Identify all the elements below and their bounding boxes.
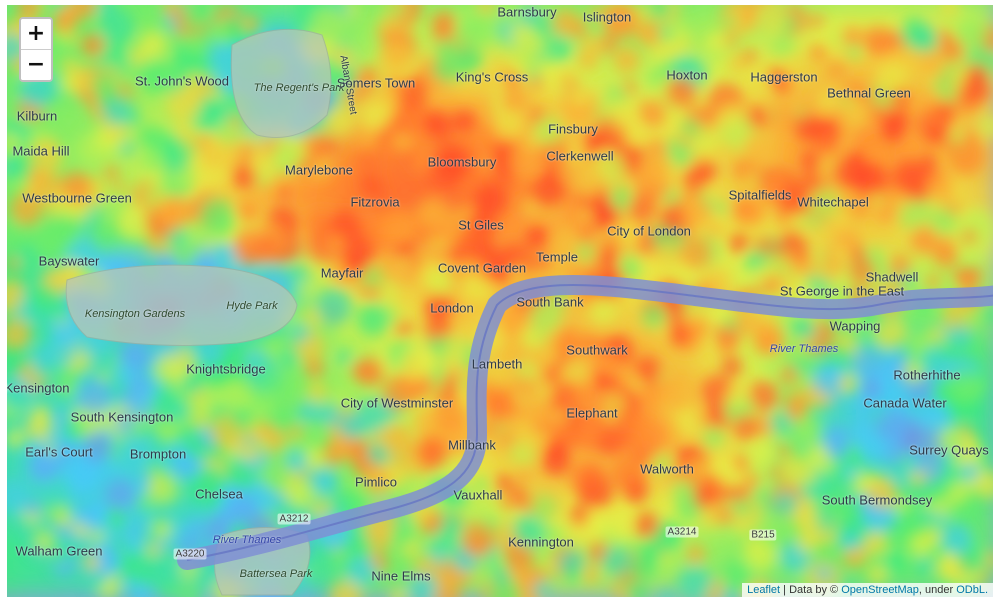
place-label: Whitechapel [797,194,869,210]
leaflet-link[interactable]: Leaflet [747,584,781,596]
place-label: Walham Green [15,543,103,559]
place-label: A3220 [173,548,207,560]
odbl-link[interactable]: ODbL. [956,584,988,596]
place-label: Chelsea [195,486,243,502]
place-label: Maida Hill [12,143,70,159]
place-label: Brompton [129,446,187,462]
place-label: Knightsbridge [186,361,266,377]
place-label: Kensington Gardens [84,308,186,320]
place-label: Hoxton [666,67,708,83]
place-label: River Thames [212,534,282,546]
osm-link[interactable]: OpenStreetMap [841,584,919,596]
place-label: Elephant [566,405,618,421]
place-label: St. John's Wood [134,73,230,89]
place-label: Clerkenwell [546,148,614,164]
attribution-data-by: Data by © [789,584,842,596]
place-label: South Bermondsey [821,492,933,508]
hyde-park [65,264,298,346]
place-label: Wapping [829,318,881,334]
place-label: Kensington [7,380,70,396]
place-label: South Kensington [70,409,174,425]
place-label: B215 [749,529,777,541]
regents-park [230,28,332,138]
place-label: Bloomsbury [427,154,497,170]
place-label: Bayswater [38,253,100,269]
place-label: Millbank [448,437,496,453]
place-label: Nine Elms [371,568,431,584]
place-label: Kilburn [16,108,58,124]
place-label: Hyde Park [226,300,278,312]
place-label: Kennington [508,534,574,550]
place-label: Walworth [640,461,694,477]
place-label: Barnsbury [497,5,557,20]
heatmap-layer [7,5,993,597]
place-label: Southwark [566,342,628,358]
place-label: Marylebone [285,162,353,178]
place-label: Finsbury [548,121,598,137]
place-label: City of London [607,223,691,239]
place-label: River Thames [769,343,839,355]
place-label: Westbourne Green [22,190,132,206]
place-label: London [430,300,474,316]
map-view[interactable]: Barnsbury Islington St. John's Wood The Reg… [7,5,993,597]
place-label: Lambeth [471,356,523,372]
place-label: Covent Garden [437,260,527,276]
place-label: Temple [536,249,578,265]
place-label: Vauxhall [453,487,503,503]
place-label: Bethnal Green [827,85,911,101]
place-label: Islington [582,9,632,25]
place-label: A3212 [277,513,311,525]
place-label: Fitzrovia [350,194,400,210]
place-label: South Bank [516,294,584,310]
place-label: Shadwell [865,269,919,285]
place-label: Somers Town [336,75,416,91]
place-label: Canada Water [863,395,947,411]
place-label: Haggerston [750,69,818,85]
place-label: Mayfair [320,265,364,281]
attribution-under: , under [918,584,957,596]
place-label: Earl's Court [25,444,93,460]
place-label: King's Cross [455,69,529,85]
place-label: St George in the East [779,283,905,299]
zoom-in-button[interactable]: + [21,19,51,49]
place-label: Pimlico [355,474,397,490]
zoom-out-button[interactable]: − [21,49,51,80]
attribution-separator: | [780,584,790,596]
river-centerline [186,284,993,561]
place-label: City of Westminster [340,395,454,411]
place-label: Spitalfields [728,187,792,203]
place-label: Surrey Quays [909,442,989,458]
place-label: Battersea Park [239,568,313,580]
place-label: St Giles [458,217,504,233]
zoom-control: + − [19,17,53,82]
attribution: Leaflet | Data by © OpenStreetMap, under… [742,583,993,597]
place-label: A3214 [665,526,699,538]
place-label: Rotherhithe [893,367,961,383]
place-label: The Regent's Park [253,82,345,94]
